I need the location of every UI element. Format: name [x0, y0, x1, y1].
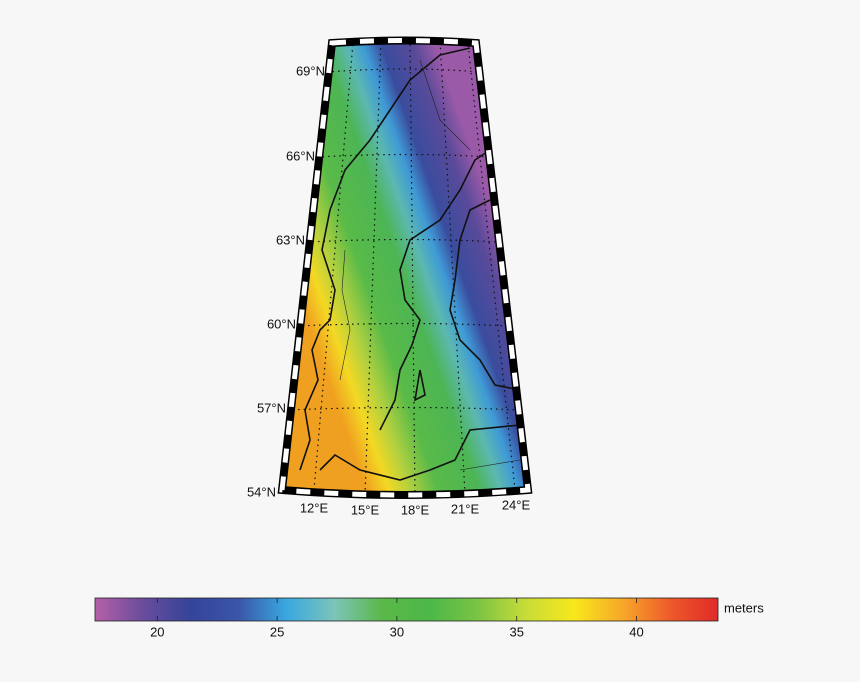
lon-label: 18°E	[401, 502, 430, 517]
lat-label: 54°N	[247, 484, 276, 499]
map-frame-ticks	[279, 38, 531, 498]
lat-label: 60°N	[267, 316, 296, 331]
colorbar-tick-label: 35	[509, 624, 523, 639]
colorbar-tick-label: 30	[390, 624, 404, 639]
lat-label: 57°N	[257, 400, 286, 415]
lon-label: 15°E	[351, 502, 380, 517]
lon-label: 21°E	[451, 501, 480, 516]
lon-label: 24°E	[502, 497, 531, 512]
colorbar	[94, 597, 719, 622]
colorbar-label: meters	[724, 600, 764, 615]
lat-label: 63°N	[276, 232, 305, 247]
colorbar-tick-label: 25	[270, 624, 284, 639]
lat-label: 66°N	[286, 148, 315, 163]
colorbar-tick-label: 20	[150, 624, 164, 639]
colorbar-tick-label: 40	[629, 624, 643, 639]
lat-label: 69°N	[296, 63, 325, 78]
lon-label: 12°E	[300, 500, 329, 515]
